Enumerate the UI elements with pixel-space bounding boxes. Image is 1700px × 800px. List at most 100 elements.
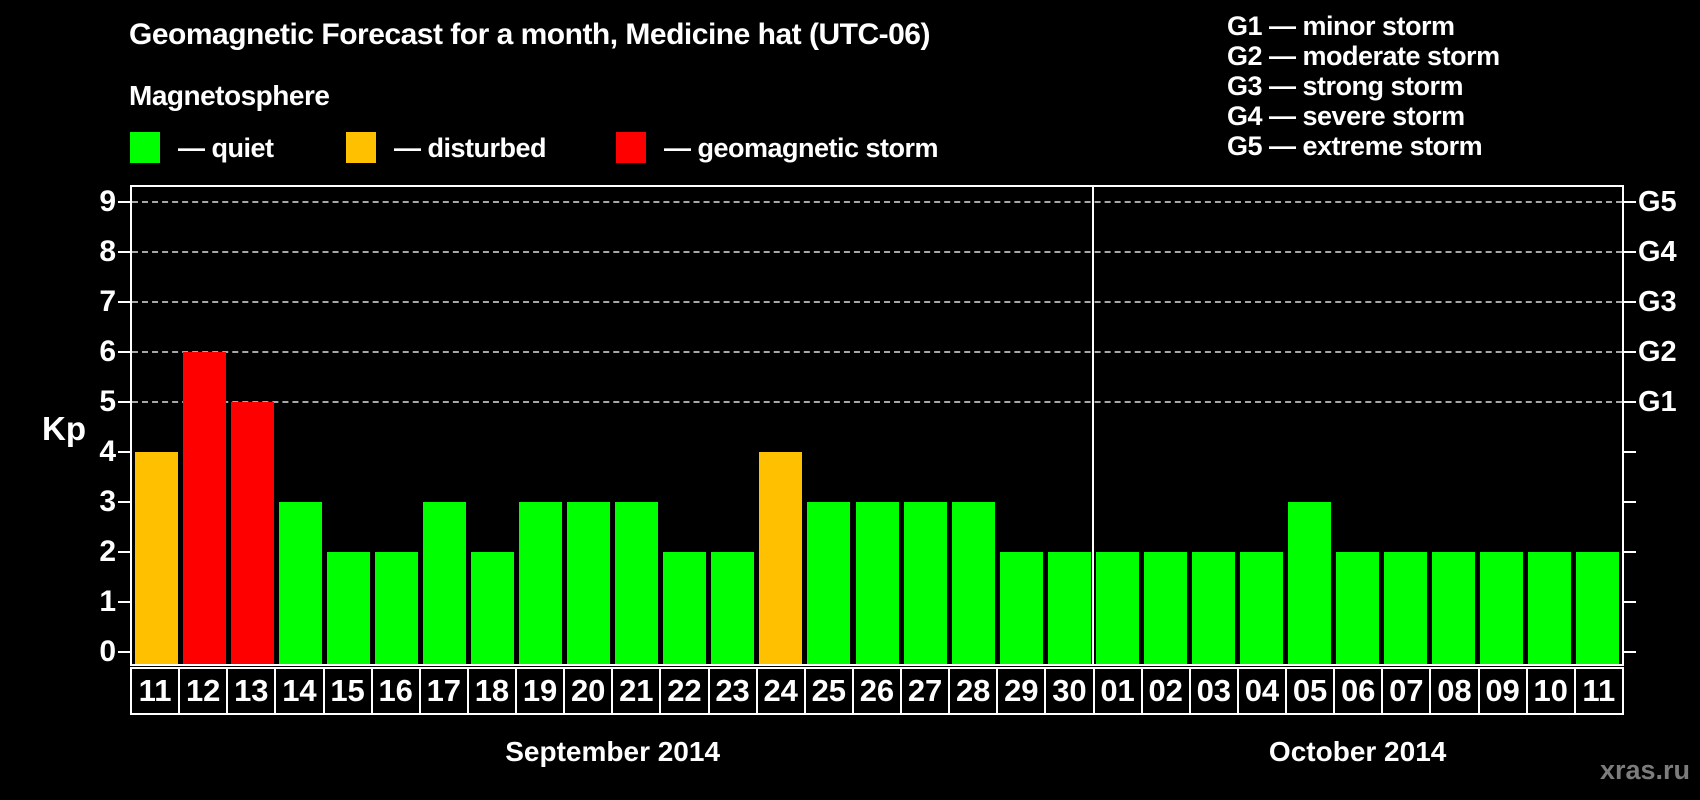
kp-bar-sep-22 <box>663 552 707 664</box>
kp-tick-label-3: 3 <box>99 485 116 518</box>
kp-bar-oct-06 <box>1336 552 1380 664</box>
gridline-kp-9 <box>132 201 1622 203</box>
date-cell-sep-16: 16 <box>370 667 421 715</box>
date-cell-oct-11: 11 <box>1573 667 1624 715</box>
date-cell-sep-27: 27 <box>900 667 951 715</box>
legend-label-quiet: — quiet <box>178 133 274 163</box>
kp-tick-left-4 <box>118 451 130 453</box>
plot-area: 0 1 2 3 4 5 6 7 8 9 G1 G2 G3 G4 G5 <box>99 185 1677 668</box>
date-cell-sep-14: 14 <box>274 667 325 715</box>
kp-tick-left-5 <box>118 401 130 403</box>
date-cell-sep-11: 11 <box>130 667 181 715</box>
kp-bar-sep-16 <box>374 552 418 664</box>
date-cell-oct-02: 02 <box>1140 667 1191 715</box>
kp-tick-left-6 <box>118 351 130 353</box>
date-axis-row: 11 12 13 14 15 16 17 18 19 20 21 22 23 24 25 26 27 28 29 30… <box>130 667 1624 715</box>
month-divider-line <box>1092 187 1095 664</box>
g-scale-label-g2: G2 <box>1638 336 1677 368</box>
page-title: Geomagnetic Forecast for a month, Medici… <box>129 18 930 51</box>
g-scale-legend: G1 — minor storm G2 — moderate storm G3 … <box>1227 11 1500 161</box>
quiet-color-swatch <box>130 132 160 163</box>
kp-bar-oct-04 <box>1240 552 1284 664</box>
kp-bar-oct-09 <box>1480 552 1524 664</box>
kp-tick-right-3 <box>1624 501 1636 503</box>
kp-tick-right-7 <box>1624 301 1636 303</box>
date-cell-sep-21: 21 <box>611 667 662 715</box>
kp-tick-right-2 <box>1624 551 1636 553</box>
g5-legend-line: G5 — extreme storm <box>1227 131 1483 161</box>
gridline-kp-5 <box>132 401 1622 403</box>
kp-bar-oct-11 <box>1576 552 1620 664</box>
kp-bar-sep-21 <box>615 502 659 664</box>
date-cell-oct-01: 01 <box>1092 667 1143 715</box>
kp-tick-left-1 <box>118 601 130 603</box>
kp-bar-oct-02 <box>1143 552 1187 664</box>
kp-tick-label-9: 9 <box>99 185 116 218</box>
kp-tick-label-0: 0 <box>99 635 116 668</box>
date-cell-sep-20: 20 <box>563 667 614 715</box>
kp-tick-left-9 <box>118 201 130 203</box>
gridline-kp-6 <box>132 351 1622 353</box>
kp-bar-sep-12 <box>182 352 226 664</box>
kp-tick-right-6 <box>1624 351 1636 353</box>
kp-bar-sep-28 <box>951 502 995 664</box>
gridline-kp-7 <box>132 301 1622 303</box>
date-cell-sep-12: 12 <box>178 667 229 715</box>
kp-tick-right-4 <box>1624 451 1636 453</box>
month-label-september: September 2014 <box>505 736 721 767</box>
kp-bar-sep-30 <box>1047 552 1091 664</box>
date-cell-sep-15: 15 <box>322 667 373 715</box>
g3-legend-line: G3 — strong storm <box>1227 71 1464 101</box>
kp-bar-sep-18 <box>470 552 514 664</box>
disturbed-color-swatch <box>346 132 376 163</box>
magnetosphere-subtitle: Magnetosphere <box>129 80 330 111</box>
kp-bar-sep-27 <box>903 502 947 664</box>
kp-tick-label-2: 2 <box>99 535 116 568</box>
y-axis-label-kp: Kp <box>42 410 86 447</box>
date-cell-oct-09: 09 <box>1477 667 1528 715</box>
kp-bar-sep-24 <box>759 452 803 664</box>
date-cell-sep-18: 18 <box>466 667 517 715</box>
month-labels-row: September 2014 October 2014 <box>132 736 1622 776</box>
date-cell-sep-28: 28 <box>948 667 999 715</box>
date-cell-oct-07: 07 <box>1381 667 1432 715</box>
g-scale-label-g4: G4 <box>1638 236 1677 268</box>
kp-tick-right-1 <box>1624 601 1636 603</box>
date-cell-oct-05: 05 <box>1285 667 1336 715</box>
watermark: xras.ru <box>1599 755 1690 785</box>
month-label-october: October 2014 <box>1268 736 1447 767</box>
kp-bar-sep-11 <box>134 452 178 664</box>
date-cell-sep-22: 22 <box>659 667 710 715</box>
kp-tick-left-7 <box>118 301 130 303</box>
date-cell-sep-30: 30 <box>1044 667 1095 715</box>
date-cell-sep-17: 17 <box>418 667 469 715</box>
g-scale-label-g3: G3 <box>1638 286 1677 318</box>
kp-tick-left-3 <box>118 501 130 503</box>
kp-tick-label-8: 8 <box>99 235 116 268</box>
kp-bar-sep-26 <box>855 502 899 664</box>
kp-bar-sep-14 <box>278 502 322 664</box>
storm-color-swatch <box>616 132 646 163</box>
kp-bar-sep-17 <box>422 502 466 664</box>
kp-tick-right-9 <box>1624 201 1636 203</box>
kp-bar-oct-08 <box>1432 552 1476 664</box>
date-cell-sep-25: 25 <box>803 667 854 715</box>
g1-legend-line: G1 — minor storm <box>1227 11 1455 41</box>
kp-tick-left-2 <box>118 551 130 553</box>
kp-bar-sep-23 <box>711 552 755 664</box>
kp-tick-label-7: 7 <box>99 285 116 318</box>
date-cell-oct-10: 10 <box>1525 667 1576 715</box>
kp-tick-right-8 <box>1624 251 1636 253</box>
date-cell-sep-23: 23 <box>707 667 758 715</box>
date-cell-sep-19: 19 <box>515 667 566 715</box>
magnetosphere-legend: — quiet — disturbed — geomagnetic storm <box>0 131 1100 165</box>
date-cell-sep-13: 13 <box>226 667 277 715</box>
date-cell-oct-08: 08 <box>1429 667 1480 715</box>
g-scale-label-g5: G5 <box>1638 186 1677 218</box>
legend-label-disturbed: — disturbed <box>394 133 547 163</box>
date-cell-sep-24: 24 <box>755 667 806 715</box>
kp-bar-oct-10 <box>1528 552 1572 664</box>
kp-tick-right-5 <box>1624 401 1636 403</box>
date-cell-oct-03: 03 <box>1188 667 1239 715</box>
